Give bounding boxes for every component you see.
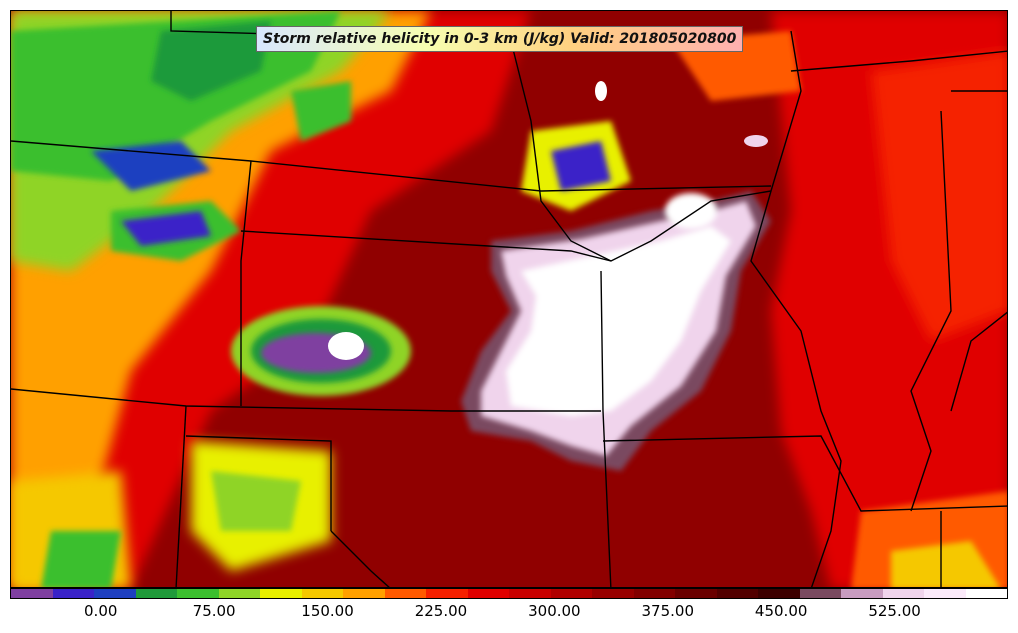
colorbar [10,588,1008,599]
colorbar-segment [924,589,966,598]
map-title: Storm relative helicity in 0-3 km (J/kg)… [256,26,744,52]
colorbar-segment [882,589,924,598]
colorbar-segment [301,589,343,598]
colorbar-segment [343,589,385,598]
colorbar-segment [550,589,592,598]
colorbar-segment [52,589,94,598]
colorbar-segment [675,589,717,598]
colorbar-segment [426,589,468,598]
colorbar-segment [633,589,675,598]
colorbar-segment [592,589,634,598]
colorbar-segment [260,589,302,598]
colorbar-segment [177,589,219,598]
colorbar-segment [965,589,1007,598]
colorbar-segment [716,589,758,598]
map-panel: Storm relative helicity in 0-3 km (J/kg)… [10,10,1008,588]
colorbar-segment [467,589,509,598]
colorbar-tick-label: 0.00 [84,602,118,620]
colorbar-segment [758,589,800,598]
colorbar-segment [841,589,883,598]
state-borders [11,11,1007,587]
colorbar-segment [384,589,426,598]
colorbar-segment [799,589,841,598]
colorbar-tick-label: 525.00 [868,602,921,620]
colorbar-ticks: 0.00 75.00 150.00 225.00 300.00 375.00 450.00 5… [10,600,1008,624]
colorbar-tick-label: 150.00 [301,602,354,620]
colorbar-segment [94,589,136,598]
colorbar-tick-label: 225.00 [414,602,468,620]
colorbar-segment [509,589,551,598]
helicity-field [11,11,1007,587]
helicity-map [11,11,1007,587]
colorbar-tick-label: 75.00 [192,602,236,620]
colorbar-segment [218,589,260,598]
colorbar-tick-label: 450.00 [754,602,808,620]
colorbar-tick-label: 300.00 [528,602,581,620]
colorbar-tick-label: 375.00 [641,602,695,620]
colorbar-segment [11,589,53,598]
colorbar-segment [135,589,177,598]
